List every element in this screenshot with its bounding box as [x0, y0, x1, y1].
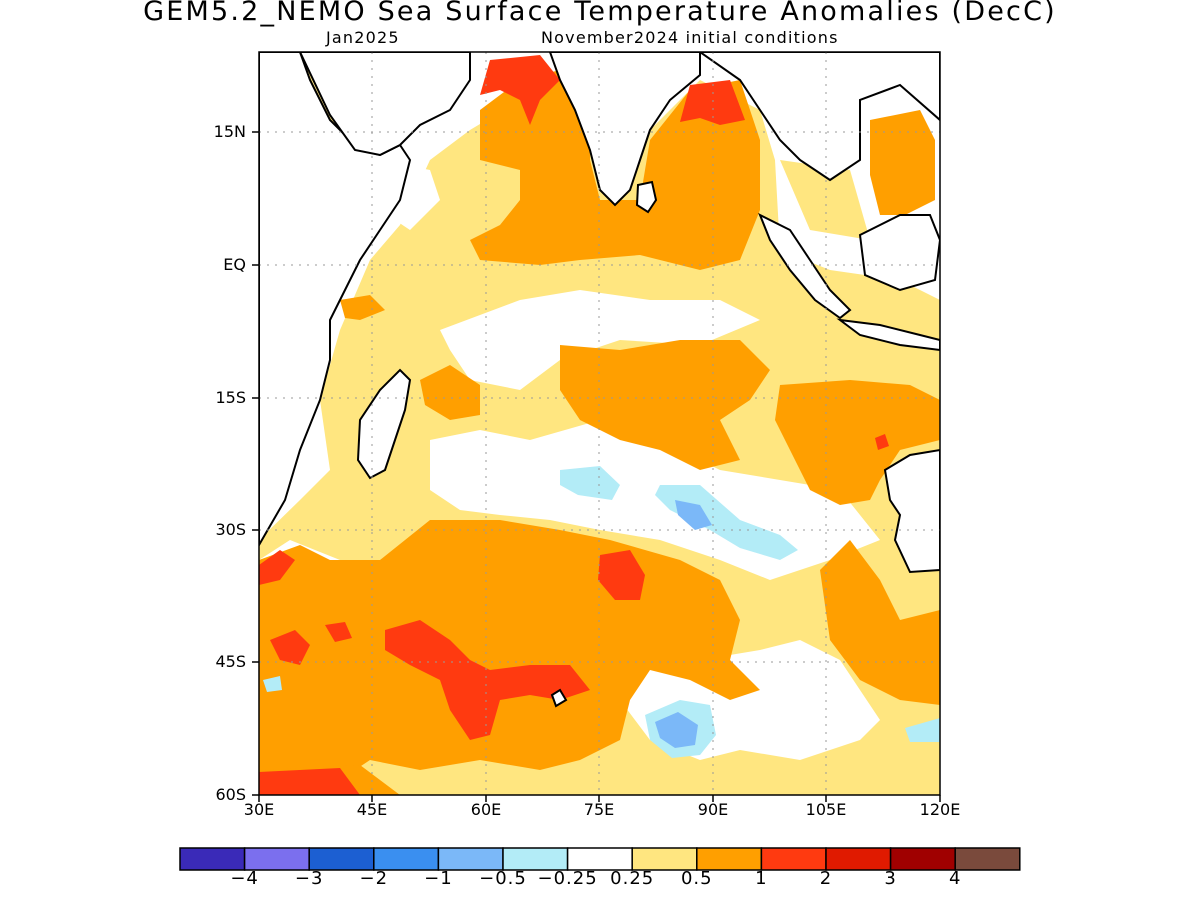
chart-title: GEM5.2_NEMO Sea Surface Temperature Anom… — [143, 0, 1057, 27]
arabia-land — [298, 52, 471, 157]
initial-conditions-label: November2024 initial conditions — [541, 28, 839, 47]
colorbar-swatch — [566, 847, 633, 871]
lat-label-30s: 30S — [215, 520, 246, 539]
colorbar-swatch — [179, 847, 246, 871]
colorbar-tick-label: 2 — [819, 868, 833, 889]
colorbar-swatch — [502, 847, 569, 871]
colorbar-swatch — [954, 847, 1021, 871]
lon-label-105e: 105E — [805, 800, 847, 819]
axis-ticks — [252, 131, 941, 802]
colorbar-tick-label: −0.25 — [537, 868, 598, 889]
sri-lanka-land — [635, 180, 658, 214]
anomaly-1-2-region — [259, 55, 889, 795]
colorbar-swatch — [696, 847, 763, 871]
forecast-month: Jan2025 — [326, 28, 400, 47]
colorbar-tick-label: −4 — [230, 868, 259, 889]
colorbar-tick-label: −0.5 — [479, 868, 527, 889]
australia-land — [883, 448, 940, 574]
colorbar-tick-label: 3 — [884, 868, 897, 889]
colorbar-swatch — [889, 847, 956, 871]
colorbar-swatch — [308, 847, 375, 871]
india-land — [548, 52, 701, 207]
lat-label-eq: EQ — [223, 255, 246, 274]
colorbar-swatch — [760, 847, 827, 871]
lat-label-15n: 15N — [213, 122, 246, 141]
colorbar-tick-label: −2 — [359, 868, 389, 889]
colorbar-swatch — [631, 847, 698, 871]
colorbar-swatch — [825, 847, 892, 871]
map-plot-area — [259, 52, 940, 795]
colorbar-tick-label: 1 — [755, 868, 768, 889]
lon-label-60e: 60E — [470, 800, 502, 819]
indonesia-land — [836, 318, 940, 352]
colorbar-tick-label: 4 — [948, 868, 962, 889]
lat-label-45s: 45S — [215, 652, 246, 671]
coastline — [259, 52, 940, 708]
lat-label-60s: 60S — [215, 785, 246, 804]
lon-label-90e: 90E — [697, 800, 729, 819]
colorbar-tick-label: −1 — [424, 868, 453, 889]
colorbar-tick-label: 0.25 — [610, 868, 655, 889]
africa-land — [259, 52, 412, 547]
lon-label-30e: 30E — [243, 800, 275, 819]
graticule — [259, 52, 940, 795]
negative-anomaly-region — [263, 466, 940, 758]
colorbar-swatch — [243, 847, 310, 871]
kerguelen-island — [550, 688, 568, 708]
madagascar-land — [356, 368, 412, 480]
borneo-land — [858, 214, 940, 292]
colorbar-tick-label: 0.5 — [680, 868, 713, 889]
southeast-asia-land — [698, 52, 940, 182]
lat-label-15s: 15S — [215, 388, 246, 407]
lon-label-120e: 120E — [919, 800, 961, 819]
sumatra-land — [758, 212, 852, 320]
lon-label-45e: 45E — [356, 800, 388, 819]
colorbar-tick-label: −3 — [294, 868, 324, 889]
colorbar-swatch — [437, 847, 504, 871]
lon-label-75e: 75E — [583, 800, 615, 819]
colorbar-swatch — [373, 847, 440, 871]
